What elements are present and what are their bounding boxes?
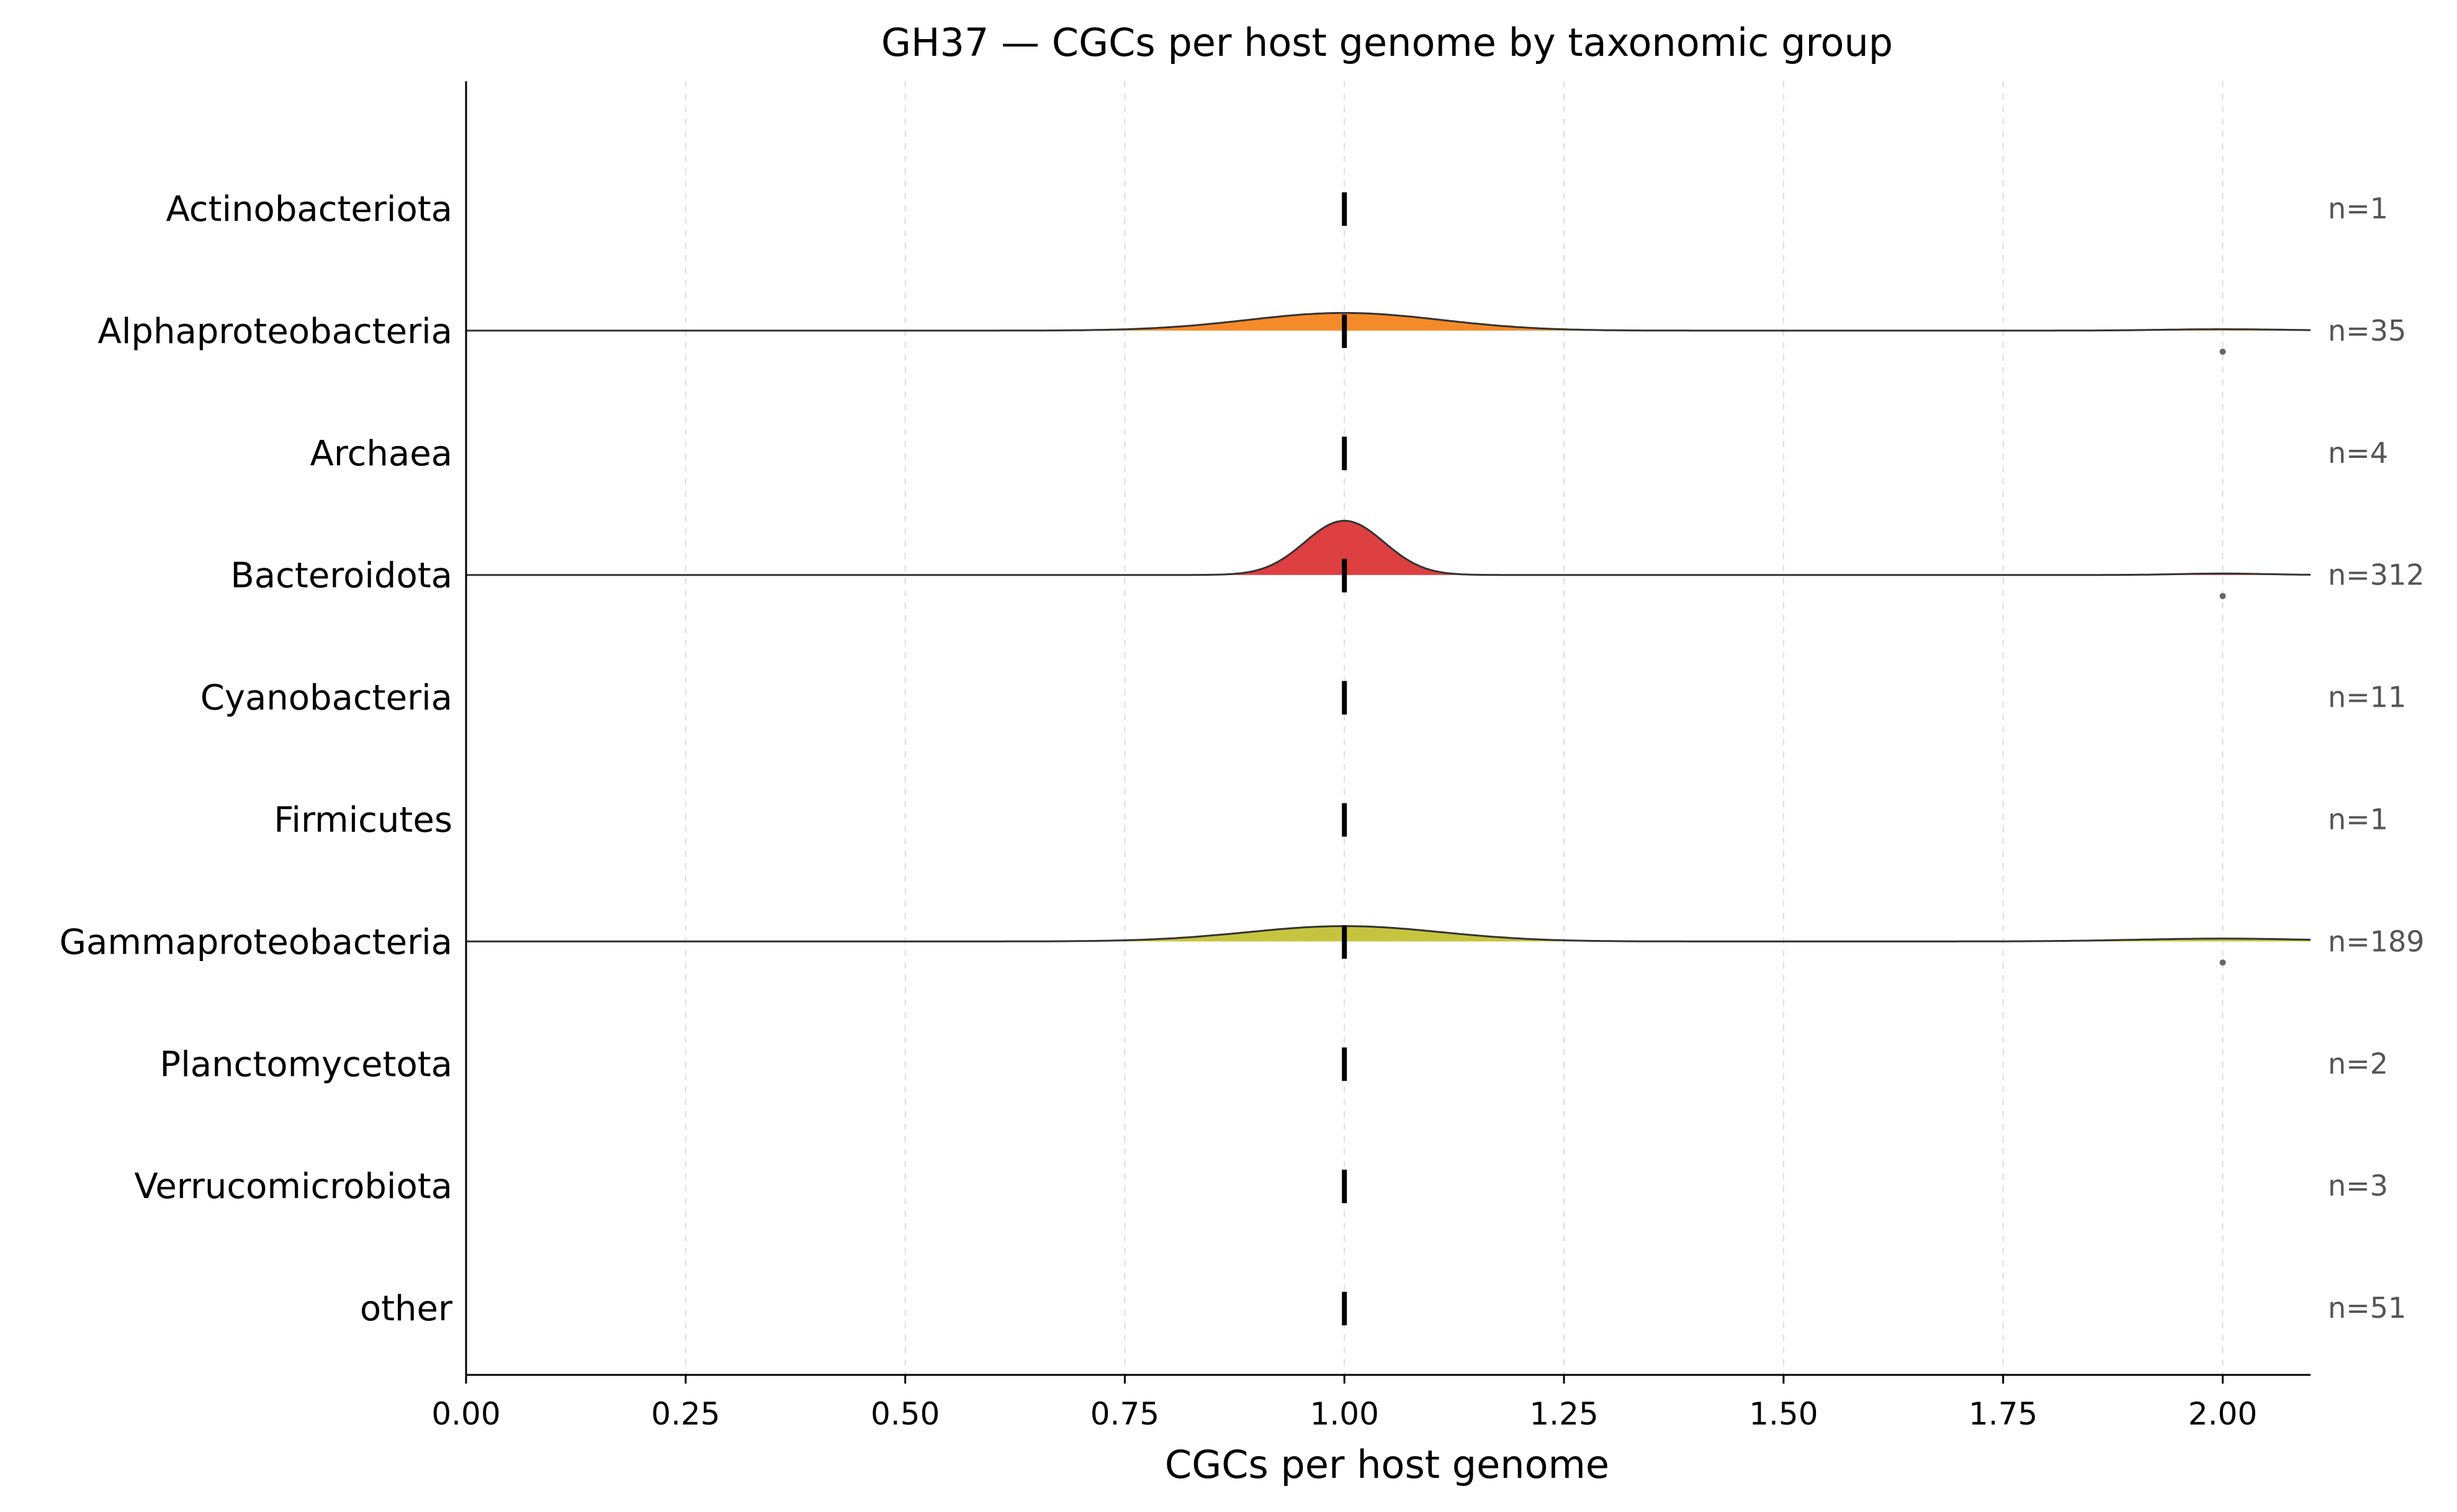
n-label: n=2 [2328, 1047, 2388, 1080]
x-tick-label: 2.00 [2188, 1396, 2257, 1432]
ridge-fill [466, 313, 2311, 331]
outlier-point [2219, 348, 2226, 355]
n-label: n=11 [2328, 681, 2406, 714]
n-label: n=312 [2328, 558, 2425, 592]
ridge-outline [466, 519, 2311, 576]
y-tick-label: other [360, 1289, 453, 1329]
n-label: n=189 [2328, 924, 2425, 958]
x-tick-label: 0.75 [1090, 1396, 1159, 1432]
y-tick-labels: Actinobacteriota Alphaproteobacteria Archa… [60, 189, 453, 1329]
x-tick-label: 1.75 [1969, 1396, 2037, 1432]
x-ticks: 0.00 0.25 0.50 0.75 1.00 1.25 1.50 1.75 2.00 [431, 1375, 2257, 1432]
ridge-outline [466, 925, 2311, 942]
n-label: n=4 [2328, 436, 2388, 470]
y-tick-label: Archaea [310, 434, 452, 474]
y-tick-label: Planctomycetota [159, 1044, 452, 1085]
y-tick-label: Gammaproteobacteria [60, 922, 452, 962]
n-labels: n=1 n=35 n=4 n=312 n=11 n=1 n=189 n=2 n=3 n=51 [2328, 192, 2425, 1325]
n-label: n=35 [2328, 314, 2406, 347]
x-tick-label: 0.00 [431, 1396, 500, 1432]
n-label: n=51 [2328, 1291, 2406, 1325]
grid-lines [465, 81, 2224, 1375]
x-tick-label: 1.50 [1749, 1396, 1818, 1432]
n-label: n=3 [2328, 1169, 2388, 1202]
x-tick-label: 1.00 [1310, 1396, 1379, 1432]
axes [465, 81, 2311, 1376]
x-axis-label: CGCs per host genome [1165, 1442, 1609, 1487]
y-tick-label: Firmicutes [274, 800, 452, 841]
n-label: n=1 [2328, 192, 2388, 225]
y-tick-label: Bacteroidota [230, 556, 452, 596]
outlier-point [2219, 593, 2226, 599]
y-tick-label: Actinobacteriota [166, 189, 452, 230]
chart-title: GH37 — CGCs per host genome by taxonomic… [881, 20, 1893, 65]
n-label: n=1 [2328, 803, 2388, 836]
outlier-points [2219, 348, 2226, 966]
outlier-point [2219, 959, 2226, 966]
x-tick-label: 0.25 [651, 1396, 720, 1432]
y-tick-label: Cyanobacteria [200, 678, 452, 718]
ridge-fill [466, 521, 2311, 575]
y-tick-label: Verrucomicrobiota [134, 1166, 452, 1207]
x-tick-label: 1.25 [1529, 1396, 1598, 1432]
ridges [466, 311, 2311, 942]
ridge-outline [466, 311, 2311, 332]
ridge-fill [466, 926, 2311, 942]
y-tick-label: Alphaproteobacteria [98, 311, 452, 352]
x-tick-label: 0.50 [871, 1396, 940, 1432]
